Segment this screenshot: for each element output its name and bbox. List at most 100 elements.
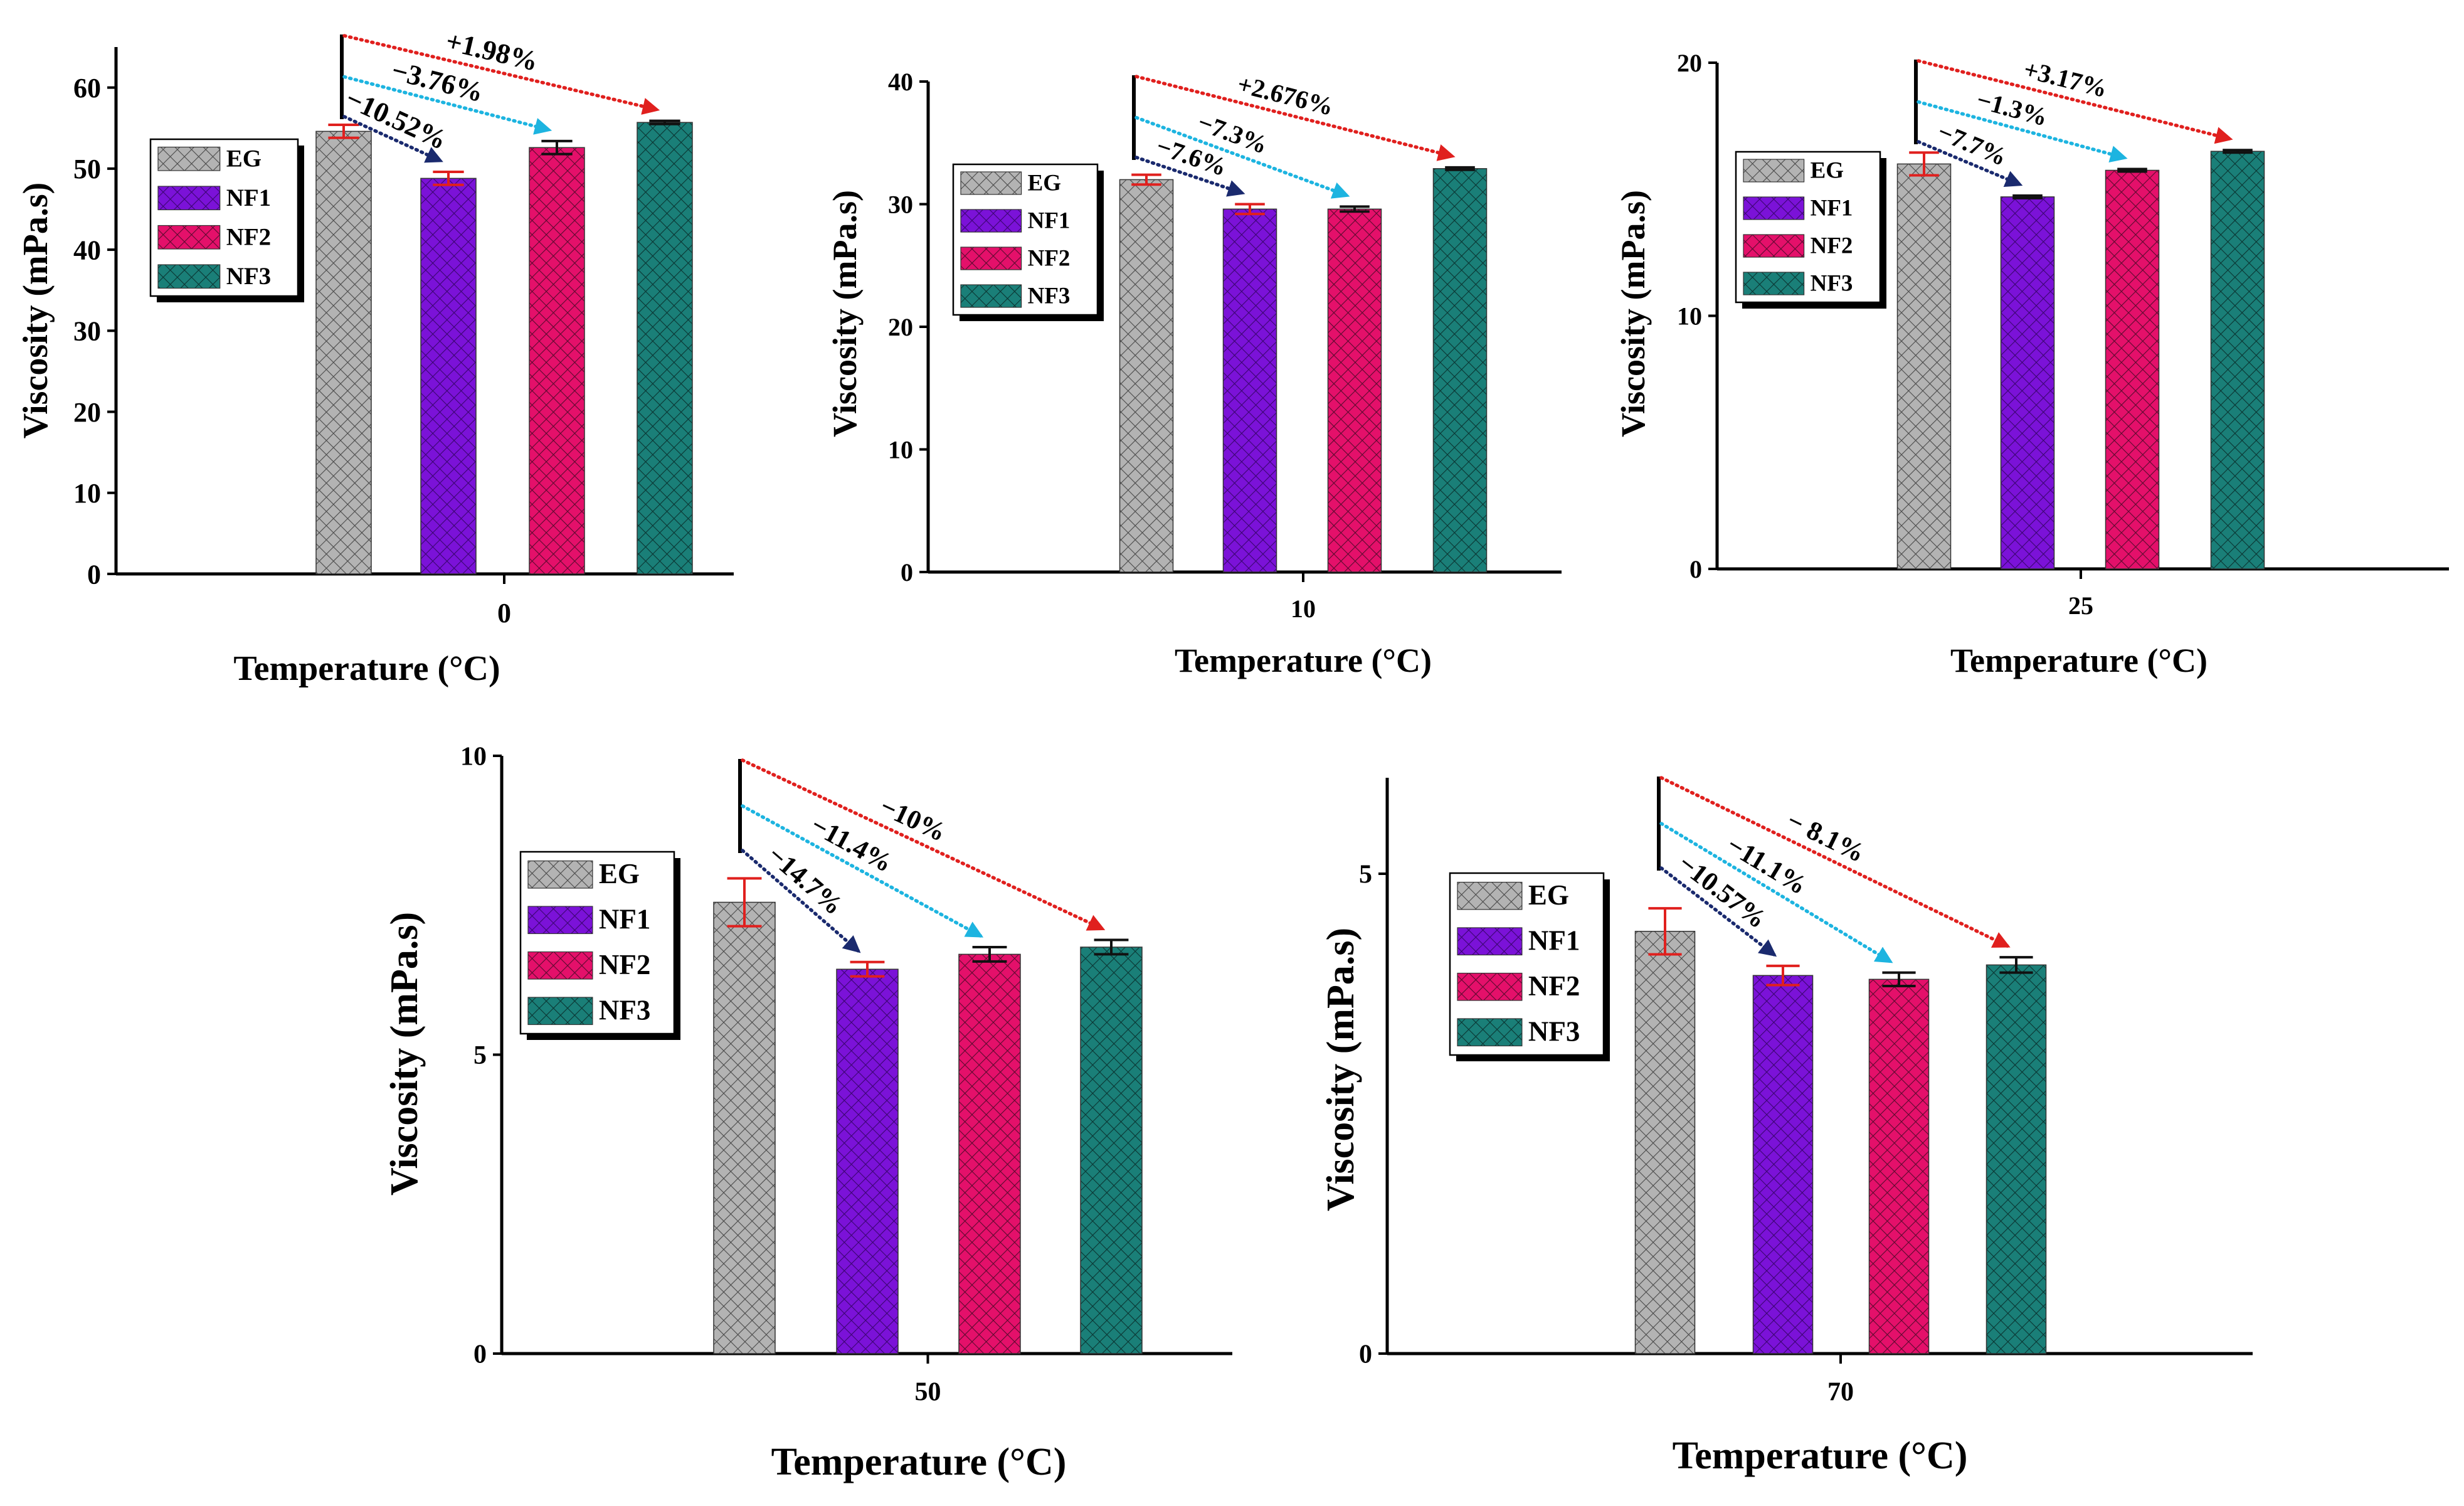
annotation-arrow-nf3 [342, 34, 660, 115]
bar-nf1 [420, 178, 477, 575]
y-axis-title: Viscosity (mPa.s) [1319, 928, 1362, 1211]
legend-label-nf1: NF1 [1528, 925, 1580, 957]
error-bar-eg [1909, 151, 1939, 177]
legend-swatch-nf1 [1457, 927, 1523, 956]
legend-label-eg: EG [1811, 158, 1844, 184]
bar-nf2 [529, 147, 585, 575]
annotation-arrow-nf1 [741, 849, 861, 953]
legend-swatch-nf1 [960, 209, 1022, 233]
legend-label-nf2: NF2 [226, 223, 272, 250]
error-bar-nf2 [541, 139, 573, 156]
error-bar-nf2 [1340, 205, 1370, 213]
legend-swatch-eg [1457, 881, 1523, 910]
annotation-label-nf3: +3.17% [2021, 55, 2110, 103]
annotation-arrow-nf1 [1134, 156, 1245, 197]
x-axis-title: Temperature (°C) [1673, 1434, 1968, 1477]
y-tick-label: 30 [888, 191, 913, 219]
y-tick-label: 5 [1359, 861, 1372, 889]
annotation-arrow-nf2 [1659, 822, 1893, 963]
legend-label-nf1: NF1 [226, 184, 272, 211]
error-bar-nf2 [972, 945, 1007, 963]
legend-label-nf2: NF2 [1028, 246, 1071, 272]
legend-swatch-nf2 [157, 225, 221, 250]
bar-nf3 [1080, 947, 1143, 1354]
bar-nf2 [2105, 169, 2160, 570]
legend-swatch-eg [1743, 159, 1805, 183]
x-axis-title: Temperature (°C) [1950, 642, 2208, 679]
error-bar-nf1 [1235, 203, 1265, 216]
error-bar-nf3 [1445, 166, 1475, 171]
y-axis-title: Viscosity (mPa.s) [1614, 190, 1652, 437]
legend-swatch-nf3 [960, 284, 1022, 308]
y-tick-label: 0 [901, 558, 913, 586]
bar-nf2 [1868, 978, 1930, 1354]
chart-panel-0: 0 10 20 30 40 50 60 0 Temperature (°C) Viscosity … [16, 25, 734, 688]
y-tick-label: 0 [87, 559, 101, 590]
annotation-arrow-nf1 [342, 115, 443, 163]
y-tick-label: 0 [1359, 1340, 1372, 1369]
x-tick-label: 50 [915, 1378, 941, 1407]
annotation-arrow-nf2 [741, 804, 984, 938]
y-tick-label: 10 [460, 743, 487, 772]
legend-swatch-eg [157, 146, 221, 171]
legend-label-nf3: NF3 [1811, 271, 1853, 297]
y-axis-title: Viscosity (mPa.s) [826, 190, 864, 437]
y-tick-label: 60 [73, 73, 101, 103]
y-axis-title: Viscosity (mPa.s) [383, 912, 426, 1196]
error-bar-eg [1648, 907, 1682, 956]
error-bar-nf1 [433, 171, 464, 186]
y-axis-title: Viscosity (mPa.s) [16, 183, 55, 439]
legend-swatch-nf2 [1457, 972, 1523, 1001]
chart-panel-10: 0 10 20 30 40 10 Temperature (°C) Viscosity (mP… [826, 68, 1562, 679]
annotation-arrow-nf3 [1659, 776, 2011, 948]
bar-nf1 [836, 968, 899, 1354]
y-tick-label: 10 [1677, 302, 1702, 331]
y-tick-label: 0 [1689, 555, 1702, 583]
bar-nf2 [958, 953, 1021, 1354]
annotation-arrow-nf1 [1917, 140, 2023, 187]
y-tick-label: 40 [73, 235, 101, 265]
y-tick-label: 10 [888, 436, 913, 464]
legend-swatch-nf3 [1457, 1018, 1523, 1047]
bar-eg [1119, 179, 1174, 573]
y-tick-label: 20 [1677, 49, 1702, 77]
legend-swatch-nf1 [1743, 196, 1805, 220]
annotation-arrow-nf2 [1917, 100, 2128, 162]
legend-label-nf3: NF3 [1528, 1016, 1580, 1047]
legend-label-eg: EG [1528, 879, 1569, 911]
x-tick-label: 70 [1827, 1378, 1854, 1407]
legend-label-nf1: NF1 [599, 904, 651, 935]
bar-eg [713, 901, 776, 1354]
chart-panel-25: 0 10 20 25 Temperature (°C) Viscosity (mPa.s)… [1614, 49, 2449, 679]
bar-nf3 [1432, 168, 1488, 573]
legend-label-nf3: NF3 [226, 263, 272, 290]
annotation-arrow-nf3 [1917, 59, 2233, 144]
error-bar-nf3 [1094, 938, 1129, 956]
error-bar-nf3 [1999, 956, 2033, 974]
error-bar-nf2 [1882, 971, 1916, 988]
chart-panel-50: 0 5 10 50 Temperature (°C) Viscosity (mPa.s) E… [383, 743, 1232, 1483]
bar-nf3 [1985, 964, 2047, 1354]
annotation-arrow-nf2 [1134, 115, 1350, 199]
bar-eg [1896, 163, 1952, 570]
legend-label-nf3: NF3 [599, 995, 651, 1026]
error-bar-nf1 [1766, 964, 1800, 987]
x-tick-label: 25 [2068, 591, 2093, 620]
legend-label-eg: EG [226, 145, 262, 172]
bar-nf1 [1222, 208, 1277, 573]
error-bar-eg [1131, 173, 1161, 186]
y-tick-label: 30 [73, 316, 101, 347]
legend-swatch-nf1 [527, 906, 593, 935]
legend-swatch-nf2 [960, 247, 1022, 270]
annotation-arrow-nf3 [741, 758, 1106, 931]
error-bar-nf1 [850, 960, 885, 978]
y-tick-label: 5 [473, 1041, 487, 1070]
x-axis-title: Temperature (°C) [233, 649, 500, 688]
bar-nf3 [637, 122, 693, 575]
legend-label-nf3: NF3 [1028, 284, 1071, 309]
annotation-arrow-nf3 [1134, 75, 1456, 161]
legend-label-nf1: NF1 [1811, 196, 1853, 221]
x-tick-label: 10 [1291, 595, 1316, 623]
